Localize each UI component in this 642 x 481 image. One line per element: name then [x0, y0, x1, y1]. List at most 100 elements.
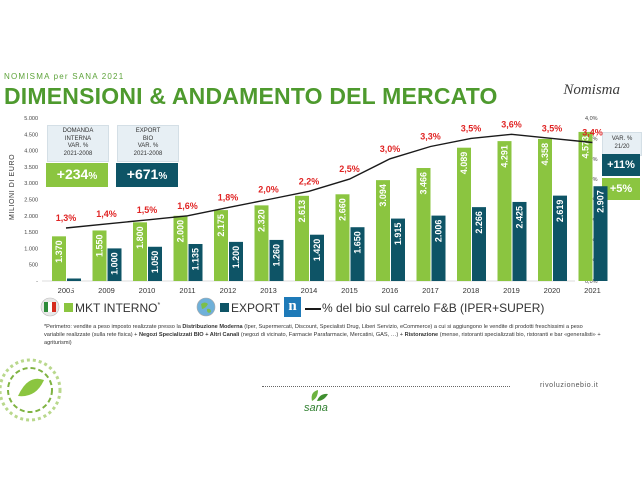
export-bar-label: 1.420 — [312, 239, 322, 262]
callout-line: 21/20 — [614, 143, 630, 150]
y-tick-label: 2.000 — [24, 214, 38, 220]
x-tick-label: 2020 — [544, 286, 561, 295]
domestic-bar-label: 4.573 — [581, 136, 591, 159]
domestic-bar-label: 2.320 — [257, 209, 267, 232]
export-bar-label: 1.650 — [353, 231, 363, 254]
callout-line: VAR. % — [611, 136, 633, 142]
report-subtitle: NOMISMA per SANA 2021 — [4, 72, 125, 81]
sana-logo: sana — [304, 402, 328, 414]
share-label: 3,4% — [582, 127, 603, 137]
x-tick-label: 2008 — [58, 286, 75, 295]
x-tick-label: 2012 — [220, 286, 237, 295]
export-bar — [229, 241, 243, 281]
callout-line: BIO — [142, 135, 154, 142]
export-bar-label: 2.425 — [515, 206, 525, 229]
footnote-text: (negozi di vicinato, Farmacie Parafarmac… — [239, 332, 405, 338]
export-bar — [472, 207, 486, 281]
share-label: 2,2% — [299, 176, 320, 186]
share-label: 3,5% — [542, 123, 563, 133]
callout-line: DOMANDA — [62, 128, 94, 134]
x-tick-label: 2017 — [422, 286, 439, 295]
share-label: 1,4% — [96, 209, 117, 219]
x-tick-label: 2019 — [503, 286, 520, 295]
legend-swatch-domestic — [64, 303, 73, 312]
export-callout-value: +671% — [116, 163, 178, 187]
domestic-bar-label: 4.291 — [500, 145, 510, 168]
domestic-bar — [376, 180, 390, 281]
y-tick-label: 2.500 — [24, 198, 38, 204]
callout-line: 2021-2008 — [133, 150, 163, 157]
legend-line-share — [305, 308, 321, 310]
domestic-bar — [538, 138, 552, 281]
share-label: 3,5% — [461, 123, 482, 133]
domestic-bar-label: 1.370 — [54, 240, 64, 263]
domestic-callout-label: DOMANDA INTERNA VAR. % 2021-2008 — [47, 125, 109, 162]
export-bar — [431, 215, 446, 281]
export-bar-label: 1.050 — [150, 251, 160, 274]
share-label: 1,3% — [56, 213, 77, 223]
domestic-bar-label: 4.358 — [540, 143, 550, 166]
y-tick-label: 1.500 — [24, 230, 38, 236]
export-bar — [107, 248, 122, 281]
y-tick-label: - — [36, 279, 38, 285]
footer-website: rivoluzionebio.it — [540, 382, 599, 389]
y-tick-label: 5.000 — [24, 116, 38, 122]
y-tick-label: 4.500 — [24, 132, 38, 138]
share-label: 3,0% — [380, 144, 401, 154]
legend-asterisk: * — [157, 302, 161, 309]
domestic-bar — [214, 210, 228, 281]
export-bar — [391, 218, 405, 281]
y-tick-label: 3.000 — [24, 181, 38, 187]
export-bar-label: 1.135 — [191, 248, 201, 271]
export-bar-label: 2.266 — [474, 211, 484, 234]
sana-leaf-icon — [311, 390, 328, 401]
x-tick-label: 2010 — [139, 286, 156, 295]
export-bar — [310, 234, 324, 281]
export-bar — [188, 243, 203, 281]
footnote-bold: Ristorazione — [404, 332, 439, 338]
y2-tick-label: 0,0% — [585, 279, 598, 285]
page-title: DIMENSIONI & ANDAMENTO DEL MERCATO — [4, 83, 498, 109]
domestic-bar-label: 4.089 — [459, 152, 469, 175]
market-chart: - 500 1.000 1.500 2.000 2.500 3.000 3.500 4.000 4… — [24, 116, 608, 295]
export-bar — [67, 278, 81, 281]
domestic-bar — [254, 205, 269, 281]
domestic-bar — [335, 194, 350, 281]
domestic-bar-label: 2.660 — [338, 198, 348, 221]
yoy-export-value: +11% — [602, 154, 640, 176]
y-tick-label: 500 — [29, 263, 38, 269]
domestic-bar-label: 1.550 — [95, 234, 105, 257]
share-label: 1,6% — [177, 201, 198, 211]
callout-unit: % — [158, 171, 168, 182]
domestic-bar — [52, 236, 66, 281]
domestic-bar-label: 1.800 — [135, 226, 145, 249]
decorative-leaf-circle-icon — [0, 358, 62, 422]
domestic-bar — [92, 230, 107, 281]
share-label: 2,5% — [339, 164, 360, 174]
domestic-bar-label: 3.466 — [419, 172, 429, 195]
globe-icon — [196, 297, 216, 317]
legend-export: EXPORT — [231, 301, 281, 315]
domestic-bar — [133, 222, 147, 281]
domestic-bar — [416, 168, 431, 281]
callout-line: INTERNA — [64, 135, 92, 142]
x-tick-label: 2016 — [382, 286, 399, 295]
export-bar-label: 1.260 — [272, 244, 282, 267]
yoy-domestic-value: +5% — [602, 178, 640, 200]
export-bar-label: 2.619 — [555, 200, 565, 223]
y-tick-label: 1.000 — [24, 246, 38, 252]
domestic-bar — [295, 195, 309, 281]
export-bar — [350, 227, 365, 281]
x-tick-label: 2013 — [260, 286, 277, 295]
brand-logo: Nomisma — [563, 82, 620, 98]
share-line — [65, 133, 593, 229]
footnote: *Perimetro: vendite a peso imposto reali… — [44, 323, 604, 347]
export-bar-label: 1.915 — [393, 223, 403, 246]
y-tick-label: 4.000 — [24, 149, 38, 155]
export-callout-label: EXPORT BIO VAR. % 2021-2008 — [117, 125, 179, 162]
domestic-bar — [457, 147, 471, 281]
domestic-bar-label: 2.175 — [216, 214, 226, 237]
domestic-bar-label: 3.094 — [378, 184, 388, 207]
export-bar-label: 1.200 — [231, 246, 241, 269]
legend-swatch-export — [220, 303, 229, 312]
